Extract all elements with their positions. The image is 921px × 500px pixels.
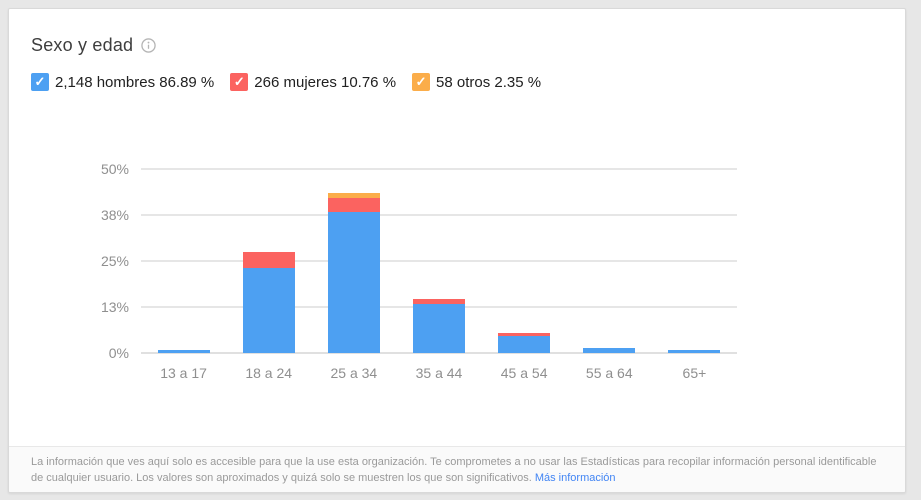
bars [141,169,737,353]
bar-slot [567,169,652,353]
bar-slot [141,169,226,353]
gridline [141,168,737,170]
chart: 0% 13% 25% 38% 50% 13 a 17 18 a 24 25 a 34 35 a… [9,161,905,399]
legend-label-mujeres: 266 mujeres 10.76 % [254,73,397,91]
sex-age-card: Sexo y edad ✓ 2,148 hombres 86.89 % ✓ 26… [8,8,906,493]
bar-slot [226,169,311,353]
more-info-link[interactable]: Más información [534,471,616,484]
checkbox-otros[interactable]: ✓ [412,73,431,91]
plot-area [141,168,737,354]
x-tick-label: 18 a 24 [245,365,293,381]
y-tick-label: 38% [100,207,129,223]
checkbox-mujeres[interactable]: ✓ [230,73,249,91]
bar-35-a-44[interactable] [412,169,465,353]
checkbox-hombres[interactable]: ✓ [31,73,49,91]
bar-segment-mujeres[interactable] [327,197,380,213]
x-tick-label: 25 a 34 [330,365,378,381]
bar-segment-hombres[interactable] [498,335,551,353]
y-tick-label: 13% [100,299,129,315]
bar-45-a-54[interactable] [498,169,551,353]
x-tick-label: 55 a 64 [585,365,633,381]
y-axis-labels: 0% 13% 25% 38% 50% [9,161,129,361]
bar-slot [396,169,481,353]
x-tick-label: 13 a 17 [160,365,207,381]
legend-label-hombres: 2,148 hombres 86.89 % [55,73,215,91]
y-tick-label: 50% [100,161,129,177]
bar-segment-hombres[interactable] [157,350,210,353]
footer-disclaimer: La información que ves aquí solo es acce… [9,446,905,492]
gridline [141,352,737,354]
bar-slot [482,169,567,353]
x-tick-label: 45 a 54 [500,365,548,381]
bar-65+[interactable] [668,169,721,353]
x-axis-labels: 13 a 17 18 a 24 25 a 34 35 a 44 45 a 54 55 a … [141,365,737,381]
bar-55-a-64[interactable] [583,169,636,353]
gridline [141,260,737,262]
bar-segment-mujeres[interactable] [498,332,551,336]
bar-segment-hombres[interactable] [412,304,465,353]
bar-25-a-34[interactable] [327,169,380,353]
x-tick-label: 35 a 44 [415,365,463,381]
bar-segment-hombres[interactable] [327,212,380,353]
card-header: Sexo y edad ✓ 2,148 hombres 86.89 % ✓ 26… [9,9,905,91]
y-tick-label: 0% [108,345,129,361]
bar-slot [311,169,396,353]
bar-segment-hombres[interactable] [583,347,636,353]
bar-segment-hombres[interactable] [242,268,295,353]
legend-item-mujeres[interactable]: ✓ 266 mujeres 10.76 % [230,73,396,91]
bar-segment-mujeres[interactable] [242,251,295,268]
legend-item-otros[interactable]: ✓ 58 otros 2.35 % [412,73,541,91]
bar-segment-hombres[interactable] [668,350,721,353]
legend-label-otros: 58 otros 2.35 % [436,73,542,91]
x-tick-label: 65+ [682,365,707,381]
bar-18-a-24[interactable] [242,169,295,353]
bar-slot [652,169,737,353]
bar-segment-otros[interactable] [327,192,380,198]
legend: ✓ 2,148 hombres 86.89 % ✓ 266 mujeres 10… [31,73,883,91]
info-icon[interactable] [141,38,156,53]
bar-segment-mujeres[interactable] [412,299,465,305]
page-title: Sexo y edad [31,35,134,55]
footer-text: La información que ves aquí solo es acce… [31,456,877,484]
legend-item-hombres[interactable]: ✓ 2,148 hombres 86.89 % [31,73,214,91]
gridline [141,214,737,216]
y-tick-label: 25% [100,253,129,269]
bar-13-a-17[interactable] [157,169,210,353]
